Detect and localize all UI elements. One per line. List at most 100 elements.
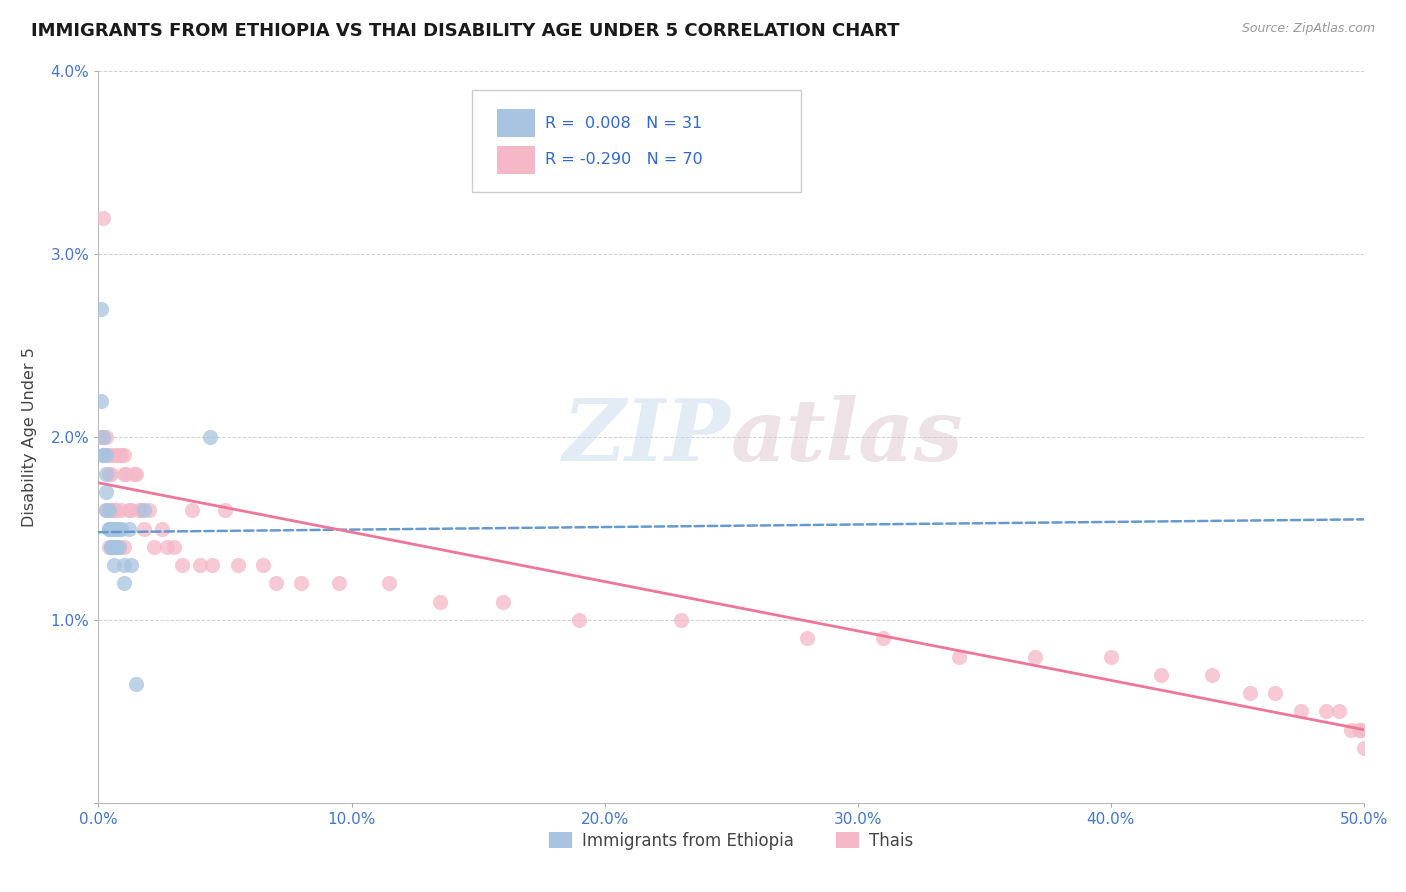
Point: [112, 467, 135, 481]
Point: [105, 540, 128, 554]
Point: [1350, 723, 1372, 737]
Point: [107, 540, 129, 554]
Point: [1327, 705, 1350, 719]
Point: [118, 521, 141, 535]
Point: [94, 503, 117, 517]
Point: [122, 467, 145, 481]
Point: [90, 302, 112, 317]
Point: [93, 449, 115, 463]
Point: [492, 595, 515, 609]
Point: [97, 467, 120, 481]
Point: [138, 503, 160, 517]
Point: [107, 521, 129, 535]
Point: [97, 540, 120, 554]
Point: [107, 540, 129, 554]
Point: [100, 521, 122, 535]
Point: [93, 430, 115, 444]
Text: R = -0.290   N = 70: R = -0.290 N = 70: [546, 153, 703, 168]
Point: [120, 503, 142, 517]
Point: [94, 430, 117, 444]
Legend: Immigrants from Ethiopia, Thais: Immigrants from Ethiopia, Thais: [543, 825, 920, 856]
Point: [100, 540, 122, 554]
Text: R =  0.008   N = 31: R = 0.008 N = 31: [546, 116, 703, 131]
Point: [103, 521, 125, 535]
Point: [90, 430, 112, 444]
Point: [115, 467, 138, 481]
Point: [103, 558, 125, 573]
Point: [132, 503, 155, 517]
Point: [105, 503, 128, 517]
Point: [125, 467, 148, 481]
FancyBboxPatch shape: [498, 146, 534, 174]
FancyBboxPatch shape: [498, 110, 534, 137]
Point: [100, 521, 122, 535]
Point: [568, 613, 591, 627]
Point: [93, 449, 115, 463]
Point: [156, 540, 179, 554]
Point: [290, 576, 312, 591]
Point: [948, 649, 970, 664]
Point: [100, 503, 122, 517]
Point: [1024, 649, 1046, 664]
Point: [1264, 686, 1286, 700]
Point: [100, 449, 122, 463]
Point: [120, 558, 142, 573]
Point: [105, 521, 128, 535]
Point: [132, 521, 155, 535]
Point: [100, 540, 122, 554]
Point: [97, 521, 120, 535]
Point: [103, 503, 125, 517]
Point: [118, 503, 141, 517]
Point: [110, 449, 132, 463]
Point: [112, 576, 135, 591]
Point: [97, 521, 120, 535]
Text: IMMIGRANTS FROM ETHIOPIA VS THAI DISABILITY AGE UNDER 5 CORRELATION CHART: IMMIGRANTS FROM ETHIOPIA VS THAI DISABIL…: [31, 22, 900, 40]
Point: [1239, 686, 1261, 700]
Point: [1347, 723, 1369, 737]
Point: [378, 576, 401, 591]
Point: [128, 503, 150, 517]
Point: [94, 449, 117, 463]
Point: [90, 393, 112, 408]
Point: [264, 576, 287, 591]
Point: [214, 503, 236, 517]
Point: [110, 521, 132, 535]
Point: [201, 558, 224, 573]
Point: [170, 558, 193, 573]
Point: [105, 449, 128, 463]
Point: [93, 430, 115, 444]
Point: [429, 595, 451, 609]
Point: [125, 677, 148, 691]
Point: [252, 558, 274, 573]
Point: [93, 211, 115, 225]
Point: [1353, 740, 1375, 755]
Point: [97, 449, 120, 463]
Point: [112, 540, 135, 554]
Y-axis label: Disability Age Under 5: Disability Age Under 5: [21, 347, 37, 527]
Point: [163, 540, 186, 554]
Point: [97, 503, 120, 517]
Text: atlas: atlas: [731, 395, 963, 479]
Point: [669, 613, 692, 627]
Point: [131, 503, 153, 517]
Point: [226, 558, 249, 573]
Point: [181, 503, 204, 517]
Point: [94, 467, 117, 481]
Point: [188, 558, 211, 573]
Point: [100, 540, 122, 554]
Point: [1201, 667, 1223, 681]
Point: [112, 558, 135, 573]
Point: [1289, 705, 1312, 719]
Point: [872, 632, 894, 646]
Point: [796, 632, 818, 646]
Point: [198, 430, 221, 444]
Point: [1099, 649, 1122, 664]
Point: [1340, 723, 1362, 737]
Point: [328, 576, 350, 591]
Point: [103, 540, 125, 554]
Point: [105, 540, 128, 554]
Point: [112, 449, 135, 463]
Text: ZIP: ZIP: [564, 395, 731, 479]
Point: [103, 503, 125, 517]
Point: [1150, 667, 1173, 681]
